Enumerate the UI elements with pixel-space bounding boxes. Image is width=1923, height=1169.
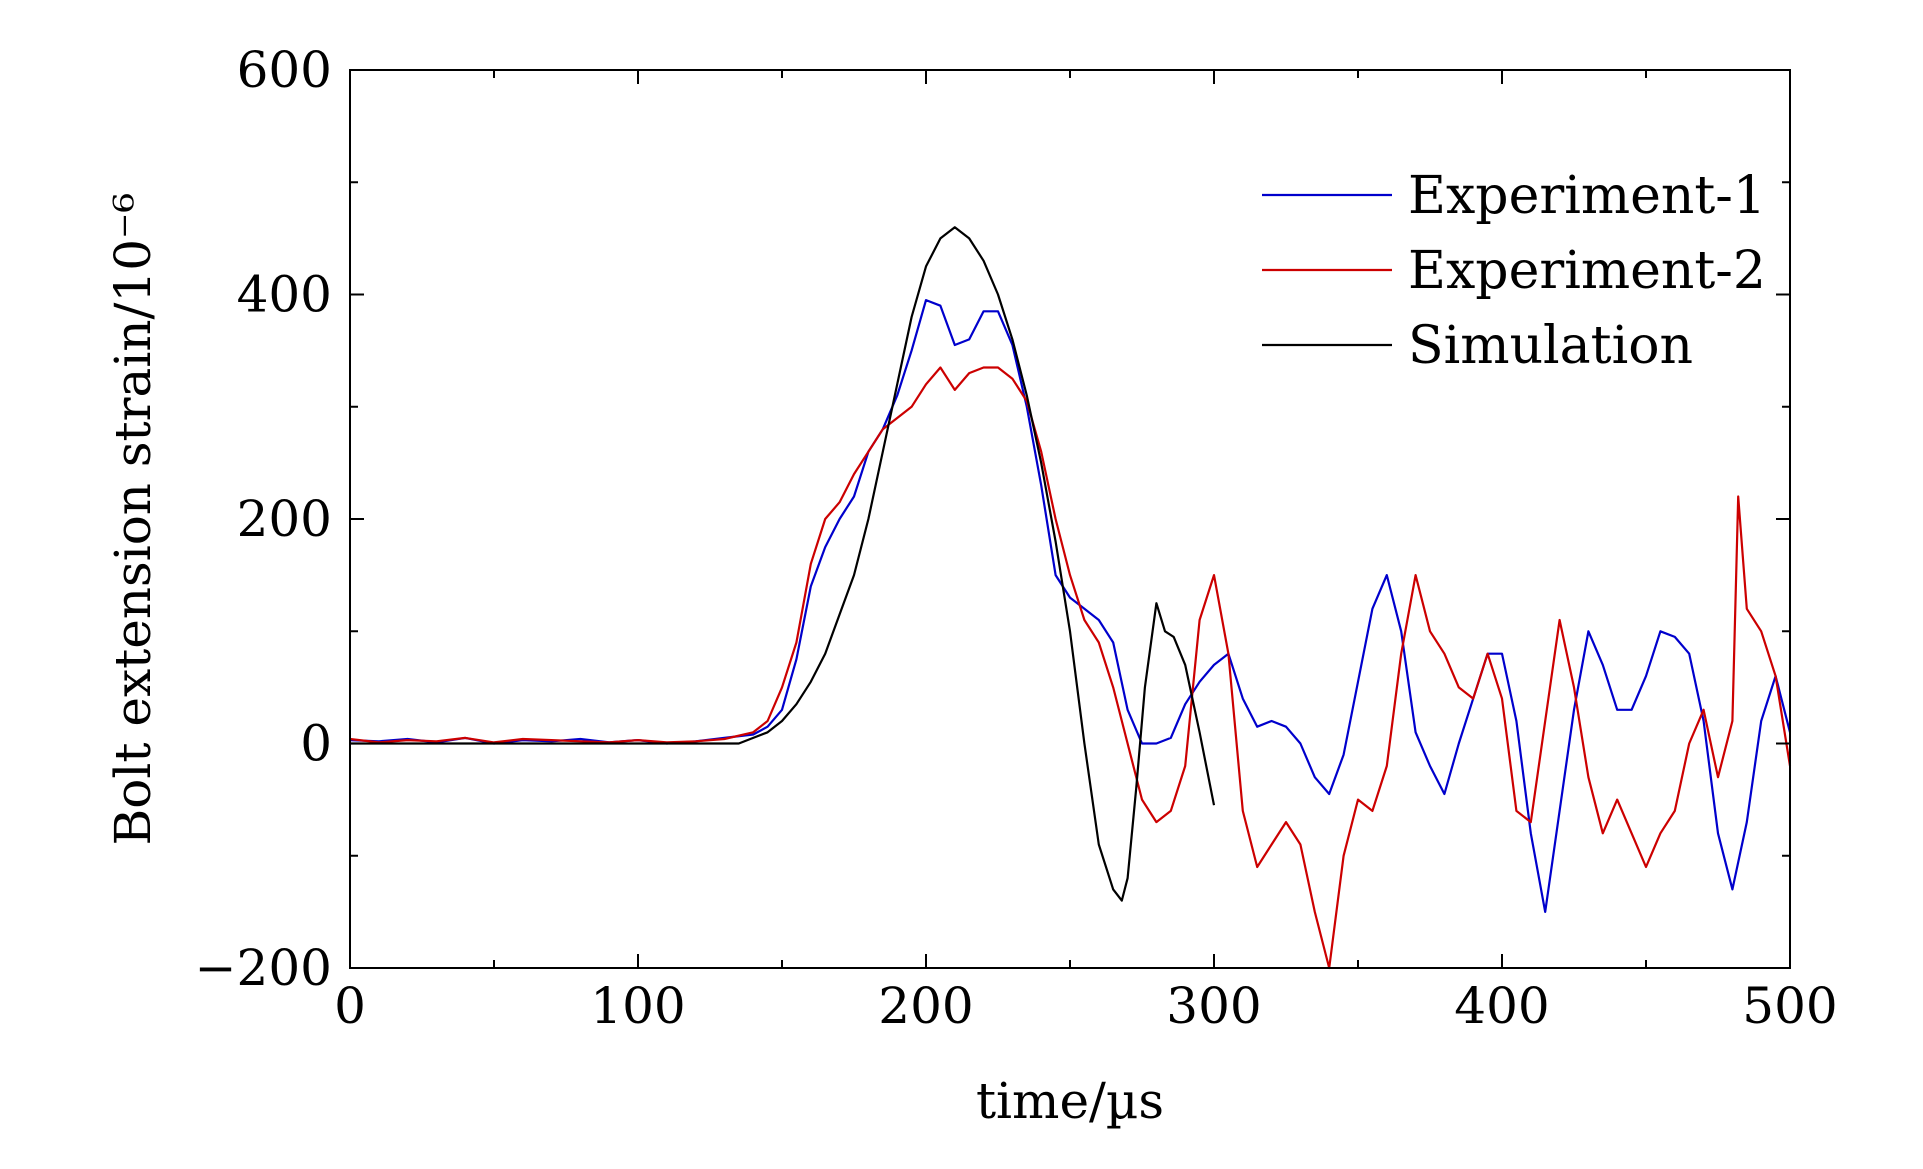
x-tick-label: 500 xyxy=(1742,977,1837,1035)
legend-label-2: Experiment-2 xyxy=(1408,241,1766,301)
legend-label-3: Simulation xyxy=(1408,316,1693,376)
x-tick-label: 300 xyxy=(1166,977,1261,1035)
series-layer xyxy=(349,226,1792,970)
series-line-3 xyxy=(350,226,1216,902)
series-line-2 xyxy=(349,366,1792,970)
y-tick-label: −200 xyxy=(195,939,332,997)
ticks-layer xyxy=(349,69,1791,969)
x-tick-label: 0 xyxy=(334,977,366,1035)
legend-label-1: Experiment-1 xyxy=(1408,166,1766,226)
y-tick-label: 600 xyxy=(237,41,332,99)
x-axis-title: time/µs xyxy=(976,1072,1164,1130)
x-tick-label: 100 xyxy=(590,977,685,1035)
y-tick-label: 0 xyxy=(300,715,332,773)
y-tick-label: 400 xyxy=(237,266,332,324)
x-tick-label: 400 xyxy=(1454,977,1549,1035)
y-tick-label: 200 xyxy=(237,490,332,548)
y-axis-title: Bolt extension strain/10⁻⁶ xyxy=(104,193,162,846)
x-tick-label: 200 xyxy=(878,977,973,1035)
legend: Experiment-1 Experiment-2 Simulation xyxy=(1262,166,1766,376)
series-line-1 xyxy=(349,299,1792,913)
